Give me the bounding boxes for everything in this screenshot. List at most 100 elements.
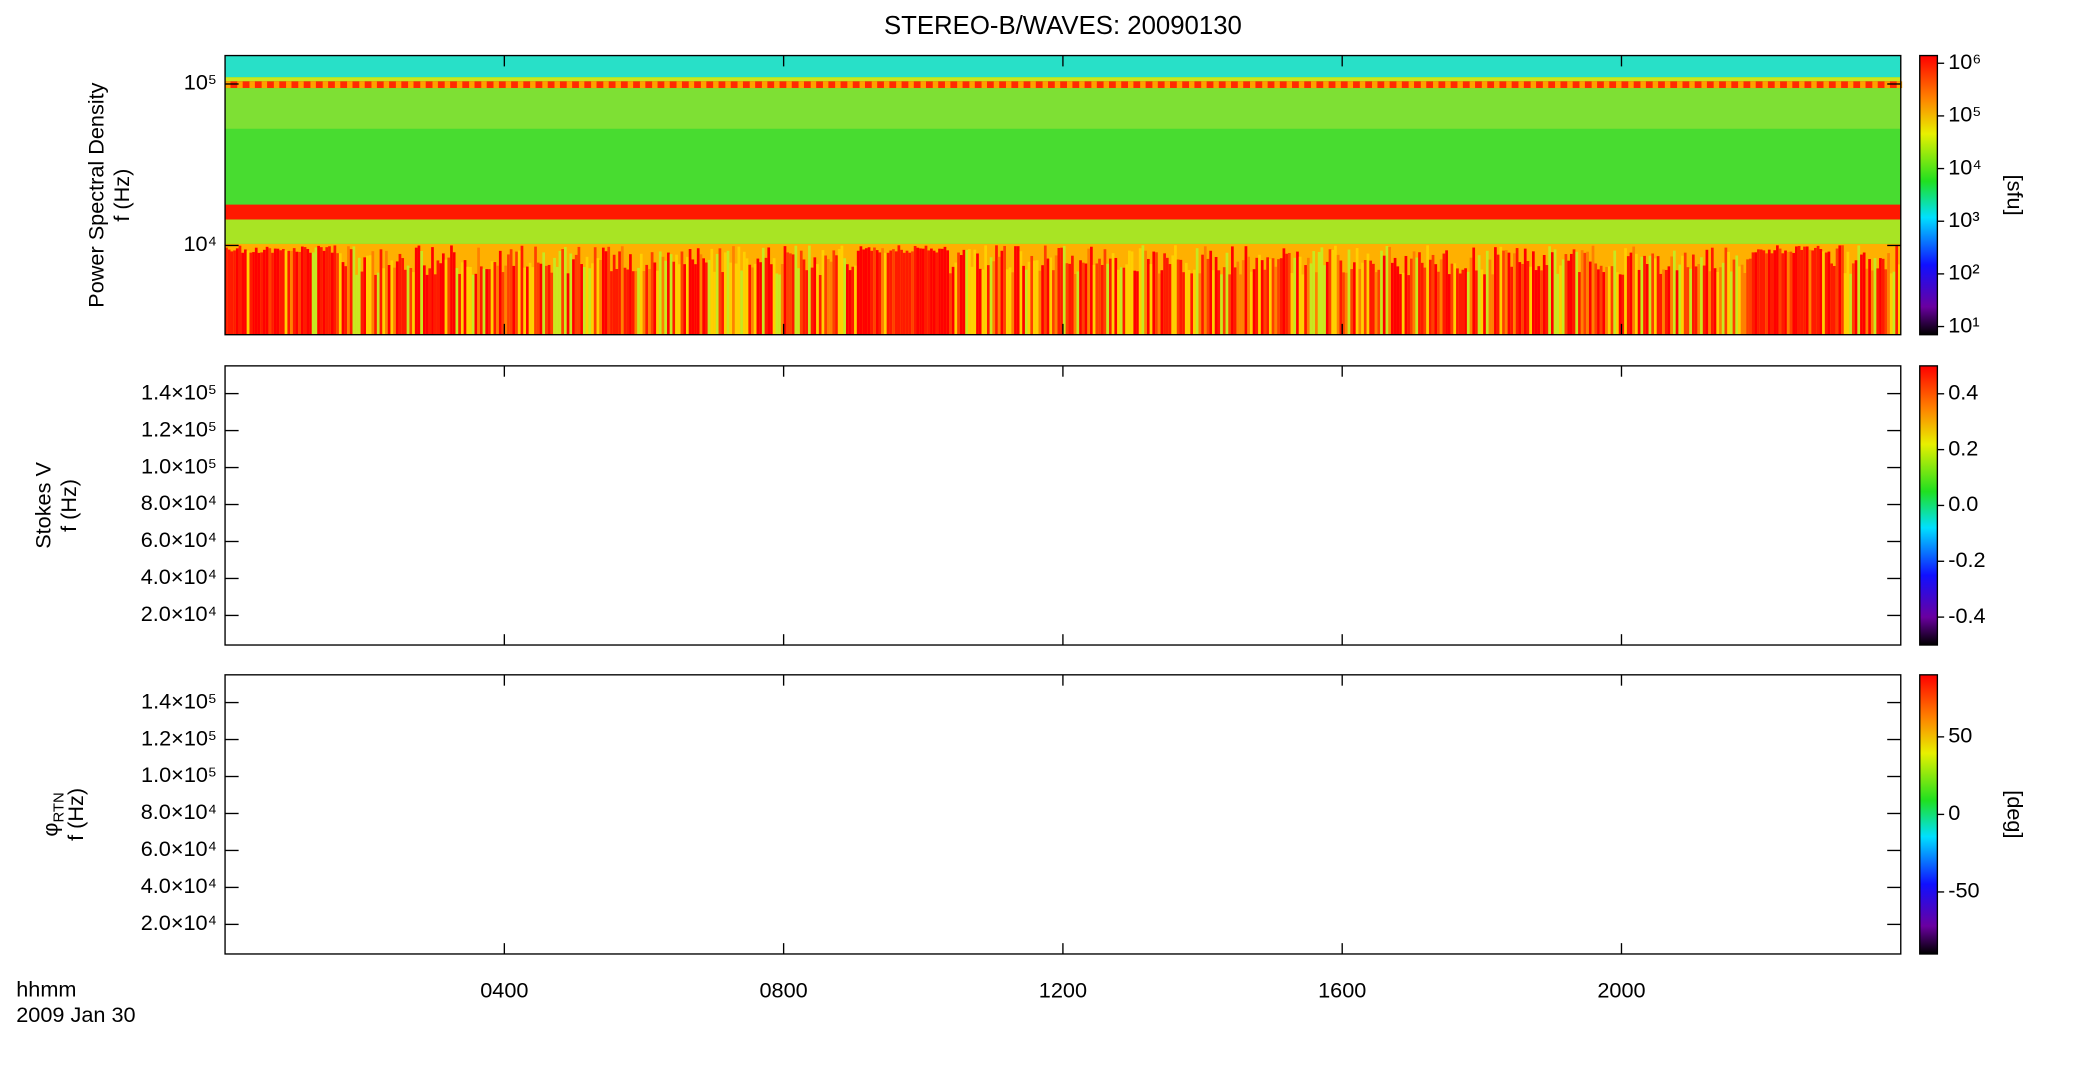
spectrogram-texture <box>1488 259 1492 335</box>
spectrogram-texture <box>1168 264 1172 335</box>
spectrogram-texture <box>702 258 705 335</box>
spectrogram-texture <box>1190 273 1194 335</box>
spectrogram-texture <box>444 81 451 89</box>
spectrogram-texture <box>1481 81 1488 89</box>
spectrogram-texture <box>875 250 879 335</box>
spectrogram-texture <box>1293 257 1297 335</box>
spectrogram-texture <box>432 81 438 89</box>
spectrogram-texture <box>593 247 597 335</box>
spectrogram-texture <box>618 251 621 335</box>
spectrogram-texture <box>1537 266 1541 335</box>
spectrogram-texture <box>1000 250 1004 335</box>
spectrogram-texture <box>1155 252 1158 335</box>
spectrogram-texture <box>596 258 600 335</box>
spectrogram-texture <box>1103 249 1107 335</box>
y-tick-label: 8.0×10⁴ <box>141 799 217 824</box>
spectrogram-texture <box>1494 247 1497 335</box>
spectrogram-texture <box>1091 81 1097 89</box>
spectrogram-texture <box>1597 269 1600 335</box>
spectrogram-texture <box>1830 263 1833 335</box>
spectrogram-texture <box>713 271 716 335</box>
spectrogram-texture <box>688 249 692 335</box>
spectrogram-texture <box>1344 272 1348 335</box>
spectrogram-texture <box>1735 255 1739 335</box>
spectrogram-texture <box>1336 254 1340 335</box>
spectrogram-texture <box>1076 271 1080 335</box>
spectrogram-texture <box>1851 263 1855 335</box>
spectrogram-texture <box>1266 257 1269 335</box>
spectrogram-texture <box>639 253 643 335</box>
spectrogram-texture <box>1513 253 1516 335</box>
spectrogram-texture <box>469 267 472 335</box>
spectrogram-texture <box>981 81 987 89</box>
spectrogram-texture <box>1152 81 1158 89</box>
spectrogram-texture <box>1119 267 1123 335</box>
spectrogram-texture <box>1819 249 1823 335</box>
spectrogram-texture <box>930 248 933 335</box>
spectrogram-texture <box>371 251 375 335</box>
spectrogram-texture <box>829 261 833 335</box>
spectrogram-texture <box>1879 258 1882 335</box>
spectrogram-texture <box>1616 272 1619 335</box>
spectrogram-texture <box>656 270 659 335</box>
spectrogram-texture <box>379 249 383 335</box>
spectrogram-texture <box>886 252 890 335</box>
spectrogram-texture <box>627 81 634 89</box>
spectrogram-texture <box>599 260 602 335</box>
spectrogram-texture <box>1616 81 1622 89</box>
spectrogram-texture <box>1380 250 1383 335</box>
spectrogram-texture <box>1323 265 1326 335</box>
spectrogram-texture <box>737 81 743 89</box>
spectrogram-texture <box>1213 81 1219 89</box>
spectrogram-texture <box>799 250 803 335</box>
spectrogram-texture <box>563 246 567 335</box>
spectrogram-texture <box>1090 246 1093 335</box>
spectrogram-texture <box>273 81 280 89</box>
spectrogram-texture <box>1751 252 1755 335</box>
spectrogram-texture <box>1138 248 1142 335</box>
spectrogram-texture <box>359 81 365 89</box>
spectrogram-texture <box>1727 251 1730 335</box>
spectrogram-texture <box>696 248 700 335</box>
spectrogram-texture <box>992 261 996 335</box>
spectrogram-texture <box>357 257 361 335</box>
spectrogram-texture <box>1233 267 1237 335</box>
spectrogram-texture <box>764 257 768 335</box>
spectrogram-texture <box>715 253 719 335</box>
spectrogram-texture <box>334 81 341 89</box>
spectrogram-texture <box>1654 258 1657 335</box>
spectrogram-texture <box>273 248 277 335</box>
spectrogram-texture <box>1613 250 1617 335</box>
spectrogram-texture <box>1350 269 1354 335</box>
spectrogram-texture <box>1786 251 1790 335</box>
spectrogram-texture <box>422 265 426 335</box>
spectrogram-texture <box>428 268 432 335</box>
spectrogram-texture <box>317 245 320 335</box>
spectrogram-texture <box>940 248 944 335</box>
spectrogram-texture <box>1030 255 1034 335</box>
spectrogram-texture <box>1453 263 1457 335</box>
spectrogram-texture <box>1765 253 1768 335</box>
colorbar-tick-label: 0 <box>1948 800 1960 825</box>
spectrogram-texture <box>271 252 274 335</box>
spectrogram-texture <box>1721 262 1725 335</box>
spectrogram-texture <box>1311 81 1317 89</box>
spectrogram-texture <box>314 247 318 335</box>
spectrogram-texture <box>235 248 239 335</box>
spectrogram-texture <box>466 266 470 335</box>
spectrogram-texture <box>767 247 771 335</box>
spectrogram-texture <box>1534 270 1538 335</box>
spectrogram-texture <box>1244 246 1248 335</box>
spectrogram-texture <box>1022 265 1025 335</box>
spectrogram-texture <box>1480 269 1484 335</box>
spectrogram-texture <box>1209 250 1213 335</box>
spectrogram-texture <box>363 257 367 335</box>
spectrogram-texture <box>1062 245 1066 335</box>
spectrogram-texture <box>919 248 922 335</box>
spectrogram-texture <box>1237 81 1244 89</box>
spectrogram-texture <box>753 263 757 335</box>
spectrogram-texture <box>550 272 554 335</box>
spectrogram-texture <box>1127 250 1131 335</box>
spectrogram-texture <box>1103 81 1110 89</box>
spectrogram-texture <box>1176 259 1180 335</box>
